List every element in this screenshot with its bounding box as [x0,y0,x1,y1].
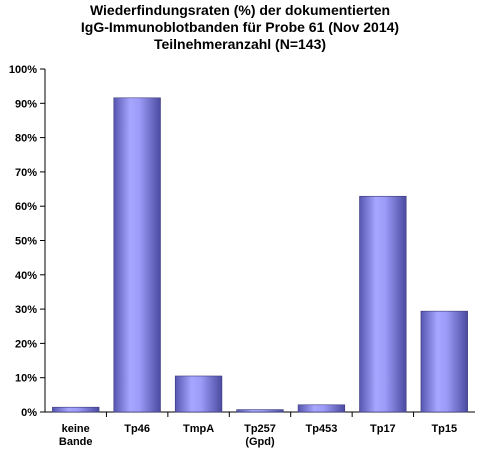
x-tick-label: keine [62,423,90,435]
x-tick-label: Tp15 [431,423,457,435]
chart-title-line-3: Teilnehmeranzahl (N=143) [153,36,327,52]
y-tick-label: 50% [15,236,37,248]
bar [359,195,407,413]
x-tick-label: Tp17 [370,423,396,435]
y-tick-label: 60% [15,201,37,213]
x-tick-label: Tp257 [244,423,276,435]
y-tick-label: 30% [15,304,37,316]
bar [113,97,161,413]
bar [236,409,284,413]
x-tick-label: Bande [59,436,93,448]
x-tick-label: Tp453 [306,423,338,435]
chart-title: Wiederfindungsraten (%) der dokumentiert… [0,2,480,53]
x-tick-label: TmpA [183,423,214,435]
chart-title-line-2: IgG-Immunoblotbanden für Probe 61 (Nov 2… [80,19,400,35]
chart-title-line-1: Wiederfindungsraten (%) der dokumentiert… [89,2,391,18]
bar [420,310,468,413]
y-tick-label: 0% [21,407,37,419]
y-tick-label: 10% [15,373,37,385]
y-tick-label: 70% [15,167,37,179]
y-tick-label: 40% [15,270,37,282]
x-tick-label: Tp46 [124,423,150,435]
x-tick-label: (Gpd) [245,436,275,448]
bar [174,375,223,413]
y-tick-label: 100% [9,64,37,76]
bar [52,406,100,413]
y-tick-label: 90% [15,98,37,110]
bar [297,404,346,413]
y-tick-label: 80% [15,133,37,145]
y-tick-label: 20% [15,338,37,350]
